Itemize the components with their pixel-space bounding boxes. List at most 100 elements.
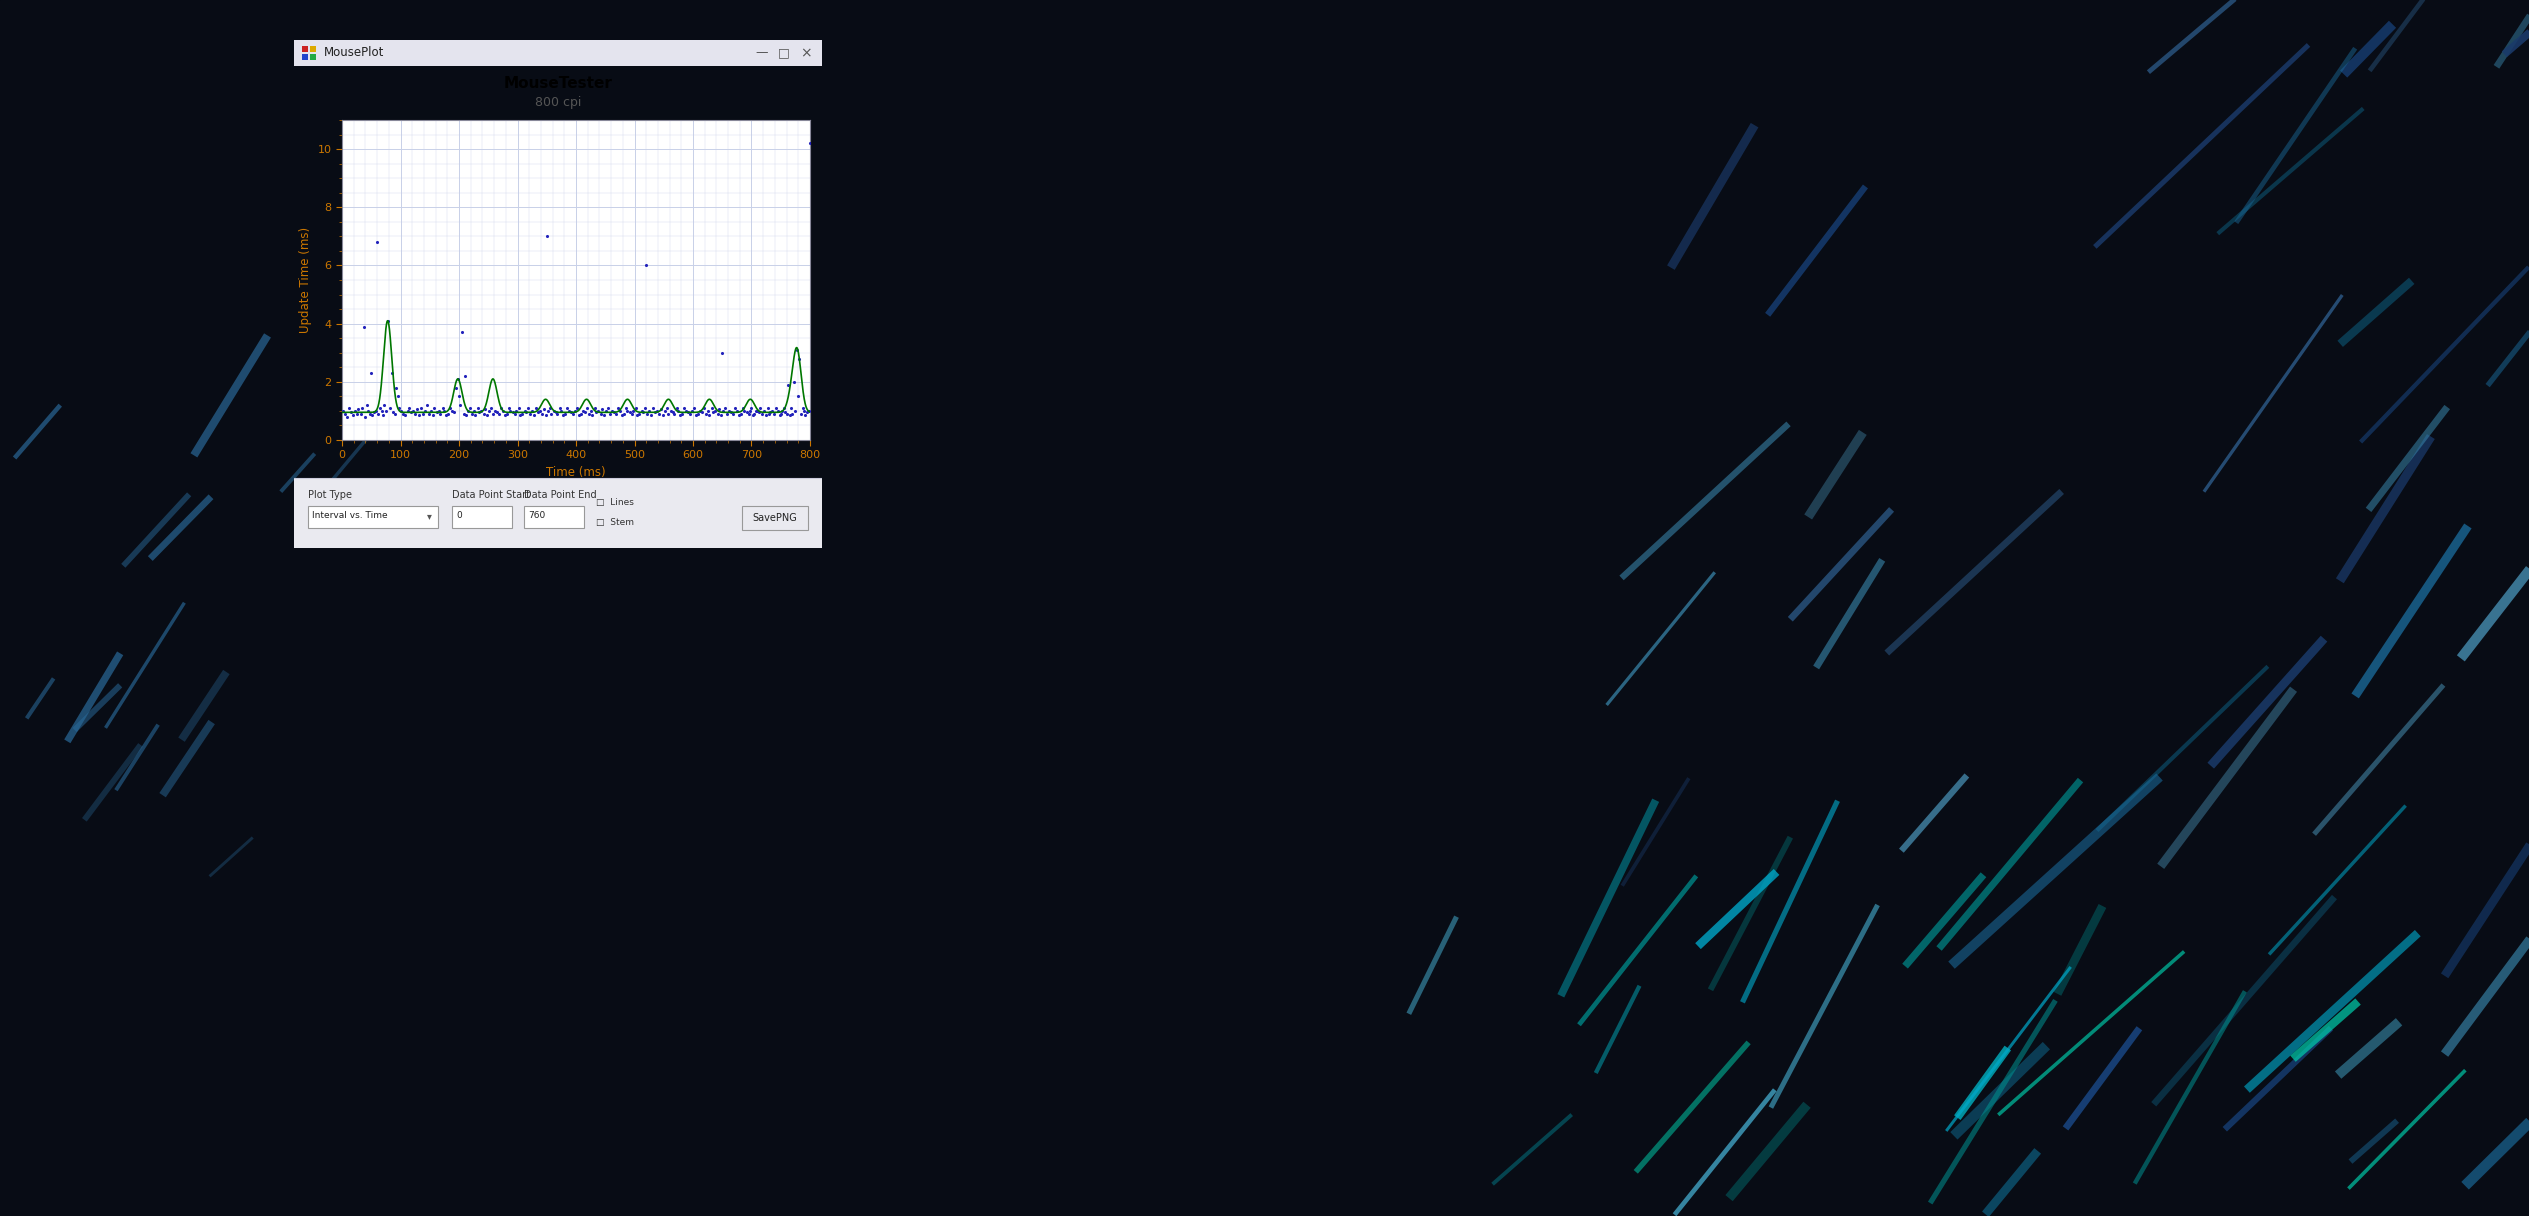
Point	[546, 399, 587, 418]
Point	[665, 399, 706, 418]
Point	[569, 404, 609, 423]
Bar	[309, 506, 438, 528]
Point	[453, 401, 493, 421]
Point	[501, 404, 541, 423]
Point	[572, 406, 612, 426]
Point	[503, 401, 544, 421]
Point	[731, 399, 771, 418]
Point	[718, 406, 759, 426]
Point	[746, 406, 787, 426]
Point	[738, 402, 779, 422]
Text: —: —	[756, 46, 769, 60]
Point	[589, 404, 630, 423]
Point	[468, 406, 508, 426]
Point	[470, 399, 511, 418]
Point	[741, 404, 781, 423]
Point	[761, 404, 802, 423]
Point	[627, 404, 668, 423]
Point	[331, 406, 372, 426]
Point	[564, 401, 604, 421]
Point	[455, 406, 496, 426]
Point	[680, 402, 721, 422]
Point	[425, 401, 465, 421]
Point	[511, 401, 551, 421]
Point	[723, 399, 764, 418]
Point	[685, 404, 726, 423]
Point	[397, 400, 438, 420]
Point	[630, 406, 670, 426]
Point	[415, 399, 455, 418]
Point	[594, 402, 635, 422]
Point	[703, 401, 744, 421]
Point	[716, 399, 756, 418]
Point	[374, 404, 415, 423]
Point	[688, 401, 728, 421]
Point	[559, 406, 599, 426]
Point	[369, 399, 410, 418]
Point	[331, 402, 372, 422]
Point	[673, 399, 713, 418]
Point	[759, 406, 799, 426]
Text: Plot Type: Plot Type	[309, 490, 352, 500]
Point	[367, 401, 407, 421]
Point	[486, 406, 526, 426]
Point	[435, 402, 475, 422]
Point	[658, 399, 698, 418]
Text: □: □	[779, 46, 789, 60]
Point	[539, 399, 579, 418]
Point	[716, 401, 756, 421]
Point	[521, 404, 561, 423]
Point	[395, 404, 435, 423]
Point	[637, 401, 678, 421]
Point	[620, 404, 660, 423]
Point	[362, 401, 402, 421]
Point	[460, 401, 501, 421]
Point	[769, 406, 809, 426]
Point	[617, 406, 658, 426]
Point	[678, 404, 718, 423]
Point	[407, 404, 448, 423]
Point	[445, 406, 486, 426]
Point	[693, 402, 733, 422]
Point	[625, 399, 665, 418]
Point	[357, 232, 397, 252]
Text: MousePlot: MousePlot	[324, 46, 384, 60]
Point	[652, 402, 693, 422]
Point	[531, 404, 572, 423]
Point	[341, 399, 382, 418]
Point	[349, 404, 389, 423]
Point	[604, 404, 645, 423]
Point	[579, 404, 620, 423]
Text: □  Stem: □ Stem	[597, 518, 635, 527]
Point	[526, 406, 566, 426]
Point	[632, 399, 673, 418]
Point	[695, 401, 736, 421]
Point	[642, 406, 683, 426]
Point	[326, 407, 367, 427]
Point	[357, 401, 397, 421]
Point	[574, 399, 615, 418]
Point	[607, 401, 647, 421]
Point	[367, 311, 407, 331]
Point	[764, 399, 804, 418]
Point	[511, 404, 551, 423]
Point	[784, 399, 824, 418]
Point	[407, 395, 448, 415]
Point	[754, 404, 794, 423]
Point	[392, 401, 432, 421]
Point	[359, 404, 400, 423]
Point	[427, 404, 468, 423]
Point	[670, 404, 711, 423]
Point	[417, 402, 458, 422]
Point	[736, 401, 776, 421]
Point	[587, 401, 627, 421]
Point	[701, 406, 741, 426]
Point	[781, 404, 822, 423]
Point	[546, 404, 587, 423]
Point	[465, 400, 506, 420]
Text: Data Point End: Data Point End	[524, 490, 597, 500]
Point	[668, 402, 708, 422]
Point	[544, 406, 584, 426]
Point	[713, 404, 754, 423]
Point	[597, 399, 637, 418]
